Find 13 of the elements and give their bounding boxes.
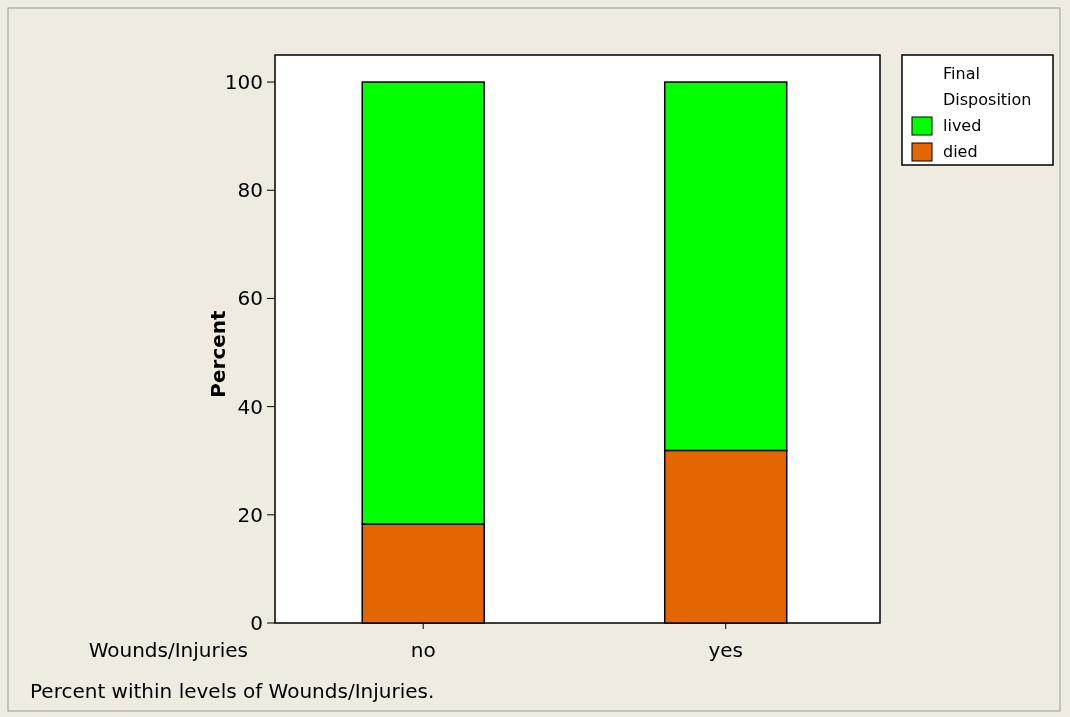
y-tick-label: 20 xyxy=(237,502,263,527)
x-tick-label: no xyxy=(410,638,436,662)
y-tick-label: 100 xyxy=(224,70,263,95)
text: Percent within levels of Wounds/Injuries. xyxy=(30,679,435,703)
x-axis-title: Wounds/Injuries xyxy=(88,638,248,662)
y-axis-title: Percent xyxy=(206,309,230,398)
y-tick-label: 80 xyxy=(237,178,263,203)
legend-label: lived xyxy=(943,116,982,135)
x-tick-label: yes xyxy=(708,638,744,662)
y-tick-label: 0 xyxy=(250,611,263,635)
legend-label: died xyxy=(943,142,978,161)
y-tick-label: 60 xyxy=(237,286,263,311)
y-tick-label: 40 xyxy=(237,394,263,419)
